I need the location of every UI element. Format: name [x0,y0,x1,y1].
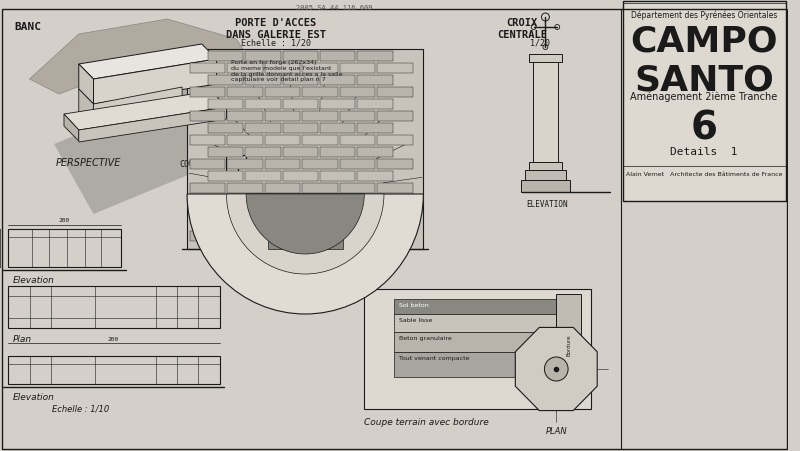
Bar [282,172,318,182]
Bar [377,136,413,146]
Bar [556,295,581,394]
Text: Elevation: Elevation [13,276,54,285]
Text: Département des Pyrénées Orientales: Département des Pyrénées Orientales [630,10,777,19]
Bar [227,184,263,193]
Text: Plan: Plan [13,334,32,343]
Bar [227,231,263,241]
Polygon shape [54,90,226,215]
Bar [190,112,226,122]
Bar [320,100,355,110]
Text: ELEVATION: ELEVATION [526,199,568,208]
Bar [320,172,355,182]
Bar [529,163,562,170]
Bar [227,88,263,98]
Bar [302,112,338,122]
Bar [302,136,338,146]
Bar [282,52,318,62]
Bar [340,112,375,122]
Polygon shape [515,328,597,411]
Bar [227,64,263,74]
Text: BANC: BANC [14,22,42,32]
Bar [340,88,375,98]
Bar [340,184,375,193]
Polygon shape [94,88,182,130]
Bar [302,64,338,74]
Text: Bordure: Bordure [566,333,571,355]
Bar [265,207,300,217]
Bar [245,124,281,133]
Text: COUPE: COUPE [179,160,205,169]
Bar [187,50,423,249]
Bar [377,112,413,122]
Bar [302,231,338,241]
Polygon shape [78,90,94,130]
Bar [623,2,786,202]
Bar [8,230,121,267]
Bar [190,160,226,170]
Bar [227,136,263,146]
Polygon shape [78,65,94,105]
Bar [208,76,243,86]
Text: 200: 200 [107,336,119,341]
Text: Porte en fer forge (262x34)
du meme modele que l'existant
de la grille donnant a: Porte en fer forge (262x34) du meme mode… [231,60,343,82]
Bar [190,88,226,98]
Bar [302,160,338,170]
Bar [521,180,570,193]
Text: ELEVATION: ELEVATION [244,262,289,271]
Bar [340,160,375,170]
Polygon shape [94,60,217,105]
Bar [208,100,243,110]
Bar [282,100,318,110]
Text: CROIX
CENTRALE: CROIX CENTRALE [497,18,547,40]
Bar [245,220,281,230]
Bar [358,76,393,86]
Bar [320,196,355,206]
Bar [377,88,413,98]
Bar [245,196,281,206]
Bar [282,147,318,158]
Text: Sable lisse: Sable lisse [398,318,432,322]
Bar [358,52,393,62]
Bar [282,124,318,133]
Wedge shape [226,194,384,274]
Bar [265,136,300,146]
Text: Alain Vernet   Architecte des Bâtiments de France: Alain Vernet Architecte des Bâtiments de… [626,172,782,177]
Bar [358,124,393,133]
Bar [245,172,281,182]
Bar [320,76,355,86]
Bar [245,147,281,158]
Bar [265,88,300,98]
Bar [265,112,300,122]
Bar [265,160,300,170]
Bar [265,184,300,193]
Bar [394,352,556,377]
Text: Sol beton: Sol beton [398,302,429,307]
Bar [8,286,219,328]
Text: Echelle : 1/10: Echelle : 1/10 [52,404,110,413]
Text: Tout venant compacte: Tout venant compacte [398,355,470,360]
Text: Details  1: Details 1 [670,147,738,156]
Bar [208,196,243,206]
Text: 2005 SA 44 116 609: 2005 SA 44 116 609 [297,5,373,11]
Bar [525,170,566,180]
Wedge shape [187,194,423,314]
Bar [358,196,393,206]
Bar [208,220,243,230]
Bar [282,220,318,230]
Bar [8,356,219,384]
Bar [302,88,338,98]
Polygon shape [64,115,78,142]
Bar [302,184,338,193]
Text: CAMPO
SANTO: CAMPO SANTO [630,24,778,97]
Bar [377,184,413,193]
Bar [394,332,556,352]
Text: Aménagement 2ième Tranche: Aménagement 2ième Tranche [630,92,778,102]
Bar [190,64,226,74]
Polygon shape [78,108,226,143]
Bar [256,194,354,249]
Bar [302,207,338,217]
Bar [340,64,375,74]
Text: 200: 200 [58,217,70,222]
Bar [533,63,558,163]
Bar [358,147,393,158]
